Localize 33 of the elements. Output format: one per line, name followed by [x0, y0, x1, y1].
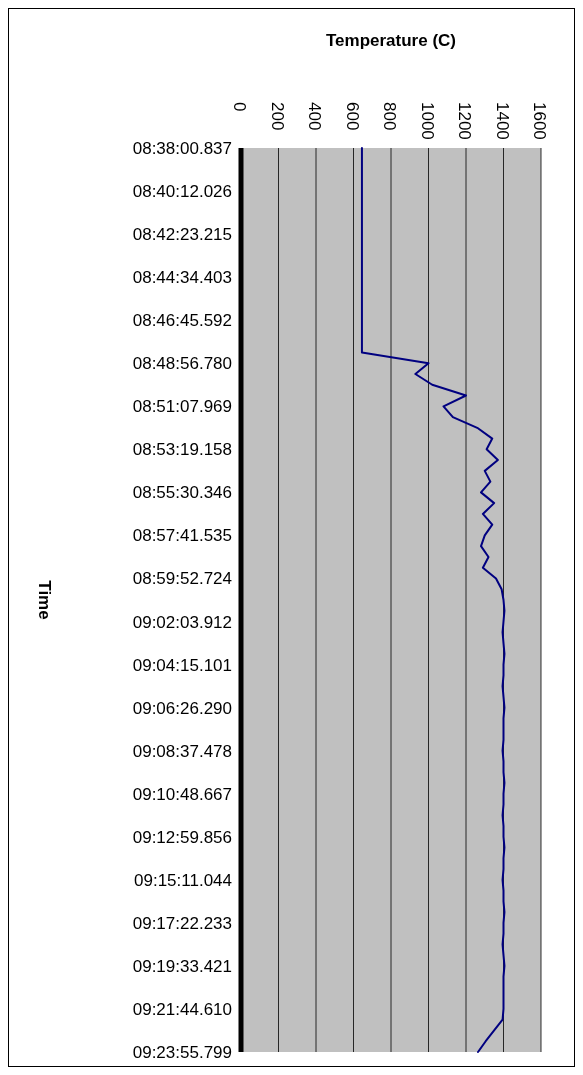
x-tick-label: 0 — [230, 102, 249, 112]
y-tick-label: 09:15:11.044 — [134, 870, 232, 890]
y-tick-label: 08:44:34.403 — [132, 268, 232, 288]
x-tick-label: 1400 — [492, 102, 512, 140]
y-tick-label: 09:02:03.912 — [132, 612, 232, 632]
y-tick-label: 09:04:15.101 — [132, 655, 232, 675]
y-tick-label: 08:57:41.535 — [132, 526, 232, 546]
x-tick-label: 1000 — [417, 102, 437, 140]
x-tick-label: 400 — [305, 102, 324, 131]
y-tick-label: 08:48:56.780 — [132, 354, 232, 374]
y-tick-label: 09:08:37.478 — [132, 741, 232, 761]
y-tick-label: 09:10:48.667 — [132, 784, 232, 804]
y-tick-label: 09:12:59.856 — [132, 827, 232, 847]
y-tick-label: 08:46:45.592 — [132, 311, 232, 331]
y-tick-label: 08:42:23.215 — [132, 225, 232, 245]
y-tick-label: 08:38:00.837 — [132, 139, 232, 158]
x-tick-label: 1200 — [455, 102, 474, 140]
x-tick-label: 1600 — [530, 102, 549, 140]
y-tick-label: 08:51:07.969 — [132, 397, 232, 417]
y-tick-label: 09:19:33.421 — [132, 956, 232, 976]
chart-title: Temperature (C) — [325, 31, 457, 50]
x-tick-label: 200 — [267, 102, 287, 131]
y-tick-label: 09:21:44.610 — [132, 999, 232, 1019]
y-tick-label: 09:06:26.290 — [132, 698, 232, 718]
y-axis-title: Time — [35, 580, 54, 620]
y-tick-label: 09:23:55.799 — [132, 1043, 232, 1062]
x-tick-label: 800 — [380, 102, 399, 131]
y-tick-label: 08:40:12.026 — [132, 182, 232, 202]
y-tick-label: 08:59:52.724 — [132, 569, 232, 589]
y-tick-label: 09:17:22.233 — [132, 913, 232, 933]
y-tick-label: 08:55:30.346 — [132, 483, 232, 503]
y-tick-label: 08:53:19.158 — [132, 440, 232, 460]
x-tick-label: 600 — [342, 102, 362, 131]
